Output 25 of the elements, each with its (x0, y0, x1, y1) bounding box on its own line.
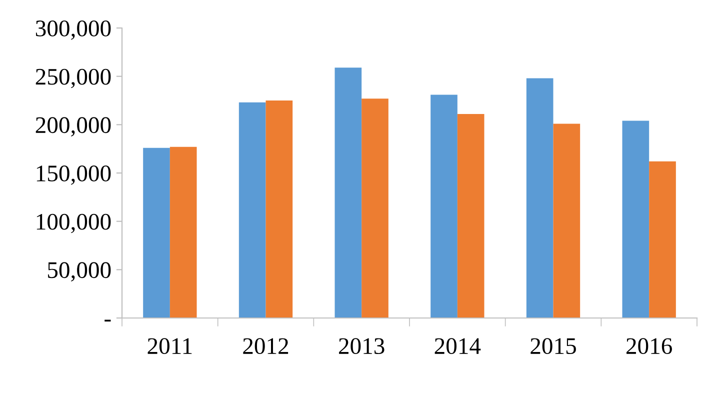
x-tick-label: 2013 (339, 338, 384, 354)
bar (649, 161, 676, 318)
bar (362, 98, 388, 318)
bar (238, 102, 266, 318)
bar (553, 124, 580, 318)
y-tick-label: 100,000 (36, 214, 111, 234)
bar (266, 100, 293, 318)
x-tick-label: 2011 (148, 338, 192, 354)
y-tick-label: 250,000 (36, 68, 111, 88)
y-tick-label: - (104, 320, 111, 322)
bar (457, 114, 484, 318)
x-tick-label: 2016 (626, 338, 672, 354)
x-tick-label: 2014 (434, 338, 481, 354)
bar (430, 94, 458, 318)
x-tick-label: 2012 (243, 338, 288, 354)
bar (622, 120, 650, 318)
y-tick-label: 200,000 (36, 117, 111, 136)
bar (526, 78, 554, 318)
y-tick-label: 150,000 (36, 165, 111, 185)
y-tick-label: 50,000 (48, 262, 111, 282)
x-tick-label: 2015 (530, 338, 576, 354)
bar (143, 148, 170, 318)
bar (170, 146, 197, 318)
bar (334, 68, 362, 318)
y-tick-label: 300,000 (36, 20, 111, 40)
